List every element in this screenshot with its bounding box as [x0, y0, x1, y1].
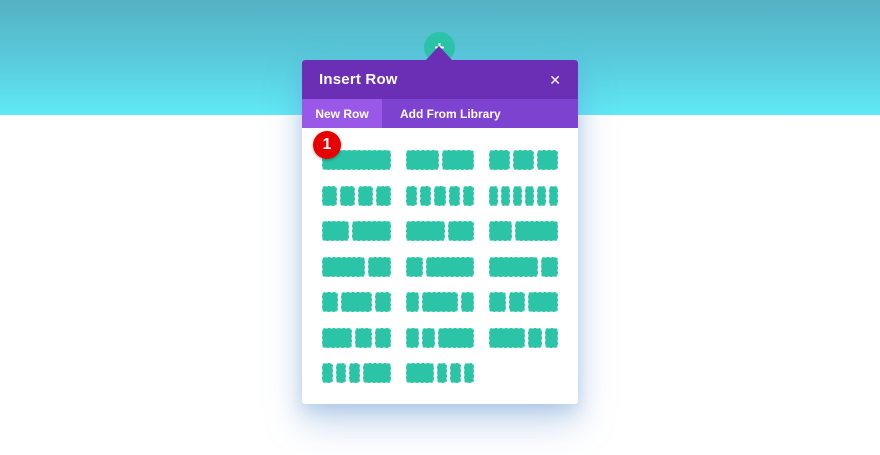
column-block: [528, 327, 542, 348]
column-block: [421, 327, 436, 348]
row-layout-option-1_5-1_5-3_5[interactable]: [405, 327, 475, 348]
column-block: [426, 256, 475, 277]
row-layout-option-1_5-x5[interactable]: [405, 185, 475, 206]
column-block: [489, 185, 499, 206]
column-block: [462, 185, 475, 206]
column-block: [322, 150, 391, 170]
row-layout-option-3_4-1_4[interactable]: [489, 256, 558, 277]
column-block: [349, 363, 360, 383]
tab-add-from-library[interactable]: Add From Library: [382, 99, 501, 128]
column-block: [447, 221, 475, 241]
column-block: [335, 363, 347, 383]
row-layout-option-1_3-2_3[interactable]: [489, 221, 558, 241]
column-block: [368, 256, 391, 277]
row-layout-option-3_5-2_5[interactable]: [405, 221, 475, 241]
column-block: [374, 292, 391, 312]
column-block: [421, 292, 458, 312]
column-block: [513, 150, 535, 170]
insert-row-modal: Insert Row ✕ New Row Add From Library: [302, 46, 578, 404]
column-block: [405, 292, 419, 312]
column-block: [374, 327, 391, 348]
column-block: [405, 363, 434, 383]
column-block: [438, 327, 475, 348]
row-layout-option-1_2-1_6-1_6-1_6[interactable]: [405, 363, 475, 383]
column-block: [357, 185, 373, 206]
column-block: [544, 327, 558, 348]
modal-tab-bar: New Row Add From Library: [302, 99, 578, 128]
row-layout-option-1_2-1_4-1_4[interactable]: [322, 327, 391, 348]
row-layout-option-2_5-3_5[interactable]: [322, 221, 391, 241]
column-block: [322, 292, 339, 312]
tab-new-row-label: New Row: [315, 106, 369, 121]
column-block: [351, 221, 391, 241]
column-block: [405, 256, 424, 277]
column-block: [450, 363, 461, 383]
row-layout-option-1_4-1_2-1_4[interactable]: [322, 292, 391, 312]
column-block: [489, 292, 506, 312]
column-block: [419, 185, 432, 206]
row-layout-option-1_4-3_4[interactable]: [405, 256, 475, 277]
row-layout-option-1_2-1_2[interactable]: [405, 150, 475, 170]
column-block: [537, 150, 558, 170]
row-layout-option-1_6-1_6-1_6-1_2[interactable]: [322, 363, 391, 383]
annotation-badge: 1: [313, 131, 341, 159]
row-layout-option-3_5-1_5-1_5[interactable]: [489, 327, 558, 348]
column-block: [375, 185, 391, 206]
column-block: [513, 185, 523, 206]
column-block: [527, 292, 558, 312]
column-block: [405, 150, 439, 170]
column-block: [405, 327, 419, 348]
column-block: [489, 150, 511, 170]
annotation-badge-number: 1: [322, 136, 332, 153]
modal-arrow-up: [426, 46, 452, 60]
tab-new-row[interactable]: New Row: [302, 99, 382, 128]
column-block: [463, 363, 475, 383]
row-layout-option-1_4-1_4-1_4-1_4[interactable]: [322, 185, 391, 206]
column-block: [322, 185, 337, 206]
column-block: [405, 185, 417, 206]
column-block: [489, 327, 526, 348]
tab-add-from-library-label: Add From Library: [400, 106, 501, 121]
column-block: [405, 221, 445, 241]
column-block: [508, 292, 525, 312]
column-block: [322, 221, 349, 241]
modal-body: [302, 128, 578, 404]
row-layout-option-1_6-x6[interactable]: [489, 185, 558, 206]
row-layout-option-1_3-1_3-1_3[interactable]: [489, 150, 558, 170]
column-block: [436, 363, 448, 383]
column-block: [460, 292, 475, 312]
row-layout-option-fullwidth[interactable]: [322, 150, 391, 170]
column-block: [525, 185, 535, 206]
column-block: [441, 150, 475, 170]
column-block: [448, 185, 460, 206]
column-block: [355, 327, 372, 348]
close-icon[interactable]: ✕: [549, 71, 561, 88]
row-layout-option-1_4-1_4-1_2[interactable]: [489, 292, 558, 312]
row-layout-grid: [322, 150, 558, 383]
modal-title: Insert Row: [319, 71, 398, 88]
row-layout-option-1_5-3_5-1_5[interactable]: [405, 292, 475, 312]
column-block: [514, 221, 558, 241]
column-block: [537, 185, 547, 206]
column-block: [362, 363, 391, 383]
column-block: [501, 185, 511, 206]
column-block: [322, 256, 366, 277]
column-block: [322, 327, 353, 348]
column-block: [341, 292, 372, 312]
column-block: [549, 185, 558, 206]
row-layout-option-2_3-1_3[interactable]: [322, 256, 391, 277]
modal-header: Insert Row ✕: [302, 60, 578, 99]
column-block: [322, 363, 333, 383]
column-block: [339, 185, 355, 206]
column-block: [434, 185, 446, 206]
column-block: [489, 256, 538, 277]
column-block: [540, 256, 558, 277]
column-block: [489, 221, 512, 241]
